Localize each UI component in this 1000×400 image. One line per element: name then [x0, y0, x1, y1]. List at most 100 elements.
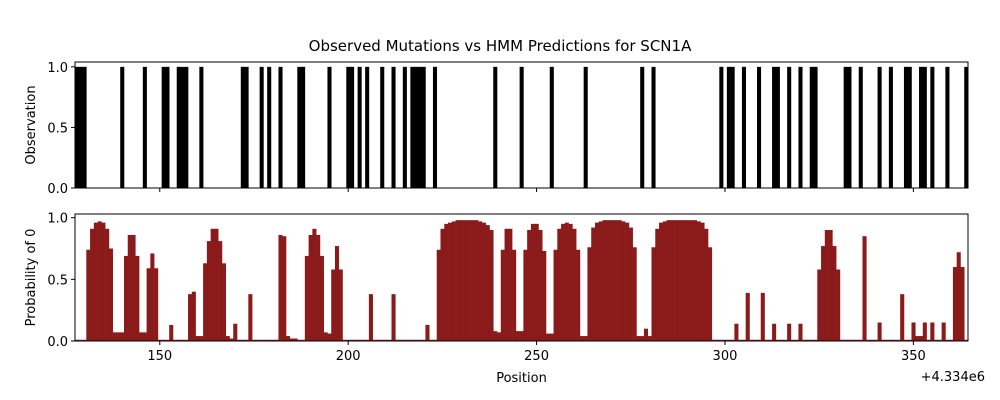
bar — [82, 339, 87, 341]
bar — [233, 323, 238, 341]
bar — [432, 339, 438, 341]
bar — [598, 221, 603, 341]
bar — [504, 228, 509, 341]
bar — [90, 228, 95, 341]
bar — [210, 228, 215, 341]
bar — [410, 66, 415, 188]
bar — [199, 66, 204, 188]
bar — [832, 246, 837, 341]
bar — [206, 241, 211, 341]
bar — [542, 250, 547, 341]
bar — [101, 222, 106, 341]
bar — [843, 66, 848, 188]
bar — [662, 221, 667, 341]
bar — [704, 228, 709, 341]
bar — [346, 339, 351, 341]
bar — [282, 236, 287, 341]
bar — [240, 66, 245, 188]
bar — [214, 228, 219, 341]
bar — [919, 66, 924, 188]
chart-title: Observed Mutations vs HMM Predictions fo… — [309, 37, 692, 55]
x-tick-label: 350 — [901, 349, 926, 364]
bar — [361, 339, 366, 341]
bar — [169, 324, 174, 341]
bar — [907, 339, 912, 341]
bar — [787, 323, 792, 341]
bar — [809, 339, 814, 341]
bar — [116, 332, 121, 341]
x-tick-label: 150 — [147, 349, 172, 364]
bar — [730, 66, 735, 188]
y-tick-label: 0.5 — [47, 273, 68, 288]
bar — [772, 323, 777, 341]
bar — [594, 222, 600, 341]
bar — [221, 263, 227, 341]
bar — [515, 331, 520, 341]
bar — [858, 66, 863, 188]
bar — [399, 339, 404, 341]
bar — [312, 228, 317, 341]
bar — [139, 332, 144, 341]
bar — [440, 228, 445, 341]
bar — [926, 339, 931, 341]
bar — [365, 66, 370, 188]
bar — [131, 234, 136, 341]
bar — [425, 324, 430, 341]
bar — [142, 66, 147, 188]
bar — [813, 339, 818, 341]
bar — [380, 339, 385, 341]
bar — [120, 332, 125, 341]
bar — [854, 339, 860, 341]
bar — [263, 339, 268, 341]
bar — [474, 220, 479, 341]
bar — [267, 66, 272, 188]
bar — [896, 339, 901, 341]
bar — [297, 66, 302, 188]
y-axis-label: Probability of 0 — [24, 229, 39, 327]
bar — [455, 220, 460, 341]
bar — [331, 269, 336, 341]
bar — [915, 336, 920, 341]
bar — [655, 228, 660, 341]
bar — [726, 339, 731, 341]
bar — [414, 66, 419, 188]
bar — [659, 222, 664, 341]
bar — [591, 227, 596, 341]
bar — [666, 220, 671, 341]
bar — [952, 267, 957, 341]
bar — [900, 294, 905, 341]
bar — [787, 66, 792, 188]
bar — [410, 339, 415, 341]
bar — [123, 255, 129, 341]
bar — [640, 336, 645, 341]
bar — [493, 331, 498, 341]
axes-frame — [74, 61, 969, 189]
bar — [489, 230, 494, 341]
bar — [960, 267, 965, 341]
bar — [327, 333, 332, 341]
bar — [730, 339, 735, 341]
bar — [583, 66, 588, 188]
bar — [945, 339, 950, 341]
bar — [775, 66, 780, 188]
bar — [881, 339, 886, 341]
bar — [527, 230, 532, 341]
bar — [783, 339, 788, 341]
bar — [120, 66, 125, 188]
bar — [436, 249, 441, 341]
bar — [286, 336, 291, 341]
bar — [824, 230, 829, 341]
bar — [448, 222, 453, 341]
bar — [357, 66, 362, 188]
bar — [677, 220, 682, 341]
bar — [417, 66, 422, 188]
bar — [937, 339, 942, 341]
bar — [734, 323, 739, 341]
bar — [165, 339, 170, 341]
bar — [278, 234, 283, 341]
bar — [922, 66, 927, 188]
bar — [779, 339, 784, 341]
bar — [86, 249, 91, 341]
bar — [949, 339, 954, 341]
bar — [885, 339, 890, 341]
